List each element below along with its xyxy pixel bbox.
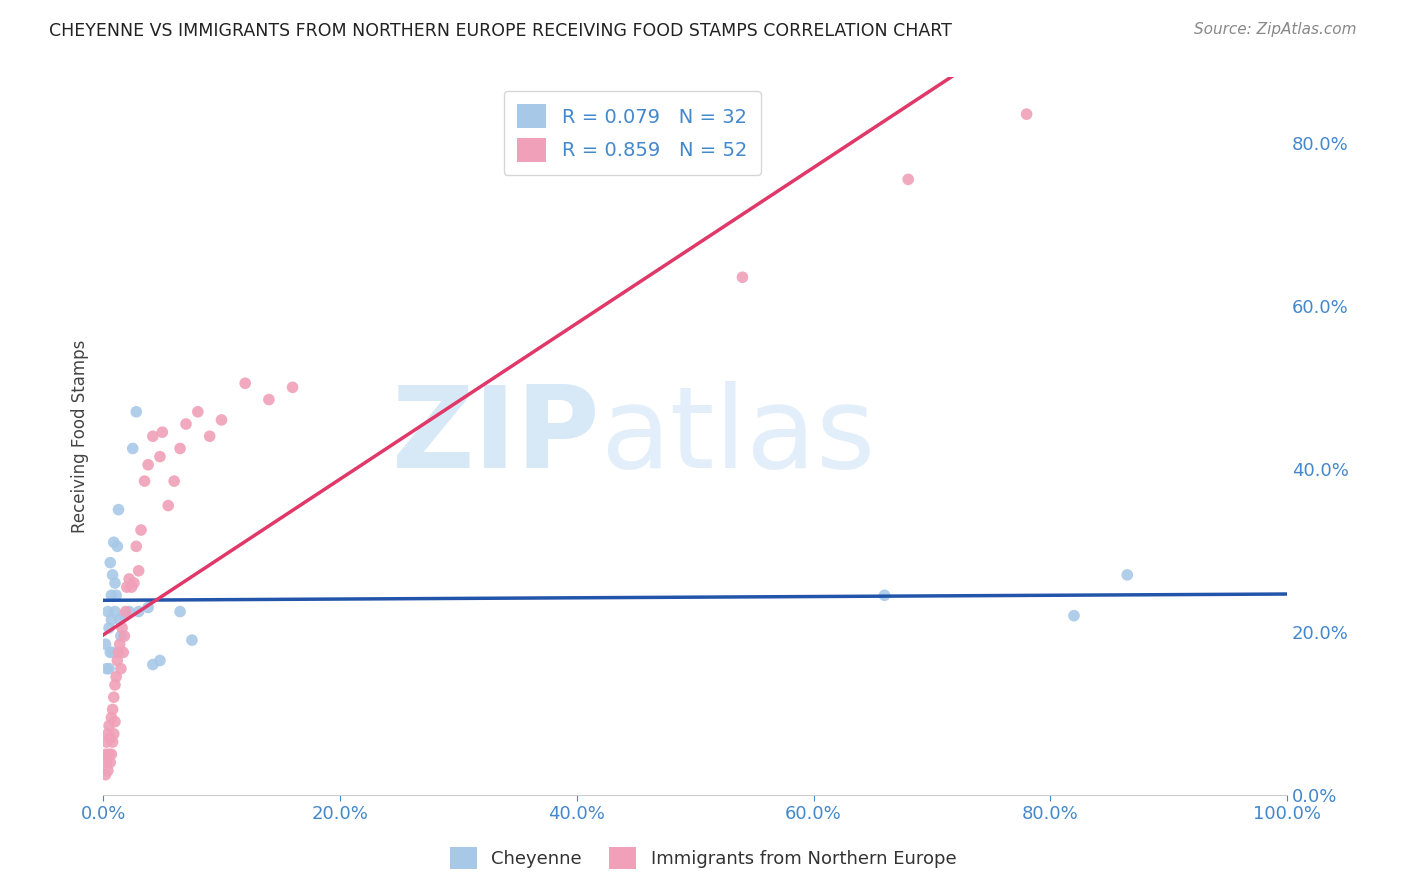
Point	[1015, 107, 1038, 121]
Point	[98, 756, 121, 770]
Point	[104, 714, 127, 729]
Point	[149, 450, 172, 464]
Point	[94, 767, 117, 781]
Point	[98, 719, 121, 733]
Point	[134, 474, 156, 488]
Point	[122, 576, 145, 591]
Point	[101, 567, 124, 582]
Point	[108, 637, 131, 651]
Point	[94, 637, 117, 651]
Point	[149, 653, 172, 667]
Text: ZIP: ZIP	[392, 381, 600, 491]
Point	[110, 629, 132, 643]
Point	[98, 621, 121, 635]
Point	[96, 756, 118, 770]
Point	[114, 608, 136, 623]
Point	[281, 380, 304, 394]
Point	[125, 539, 148, 553]
Point	[211, 413, 233, 427]
Point	[731, 270, 754, 285]
Point	[98, 747, 121, 762]
Point	[128, 605, 150, 619]
Point	[97, 727, 120, 741]
Point	[98, 662, 121, 676]
Point	[108, 613, 131, 627]
Point	[107, 645, 129, 659]
Point	[94, 747, 117, 762]
Point	[114, 629, 136, 643]
Text: atlas: atlas	[600, 381, 876, 491]
Point	[110, 662, 132, 676]
Point	[118, 572, 141, 586]
Point	[105, 653, 128, 667]
Point	[111, 621, 134, 635]
Point	[169, 442, 191, 456]
Point	[128, 564, 150, 578]
Point	[169, 605, 191, 619]
Point	[105, 588, 128, 602]
Point	[136, 600, 159, 615]
Point	[104, 605, 127, 619]
Point	[157, 499, 180, 513]
Point	[103, 727, 125, 741]
Point	[1116, 567, 1139, 582]
Point	[98, 556, 121, 570]
Point	[98, 731, 121, 745]
Point	[198, 429, 221, 443]
Text: Source: ZipAtlas.com: Source: ZipAtlas.com	[1194, 22, 1357, 37]
Legend: Cheyenne, Immigrants from Northern Europe: Cheyenne, Immigrants from Northern Europ…	[443, 839, 963, 876]
Point	[136, 458, 159, 472]
Point	[142, 429, 165, 443]
Point	[114, 605, 136, 619]
Point	[115, 580, 138, 594]
Point	[96, 735, 118, 749]
Point	[101, 702, 124, 716]
Point	[873, 588, 896, 602]
Point	[142, 657, 165, 672]
Point	[105, 670, 128, 684]
Point	[107, 502, 129, 516]
Point	[96, 662, 118, 676]
Legend: R = 0.079   N = 32, R = 0.859   N = 52: R = 0.079 N = 32, R = 0.859 N = 52	[503, 91, 761, 175]
Point	[129, 523, 152, 537]
Point	[104, 678, 127, 692]
Point	[187, 405, 209, 419]
Point	[100, 710, 122, 724]
Point	[97, 764, 120, 778]
Point	[105, 539, 128, 553]
Point	[257, 392, 280, 407]
Point	[103, 535, 125, 549]
Point	[897, 172, 920, 186]
Text: CHEYENNE VS IMMIGRANTS FROM NORTHERN EUROPE RECEIVING FOOD STAMPS CORRELATION CH: CHEYENNE VS IMMIGRANTS FROM NORTHERN EUR…	[49, 22, 952, 40]
Point	[163, 474, 186, 488]
Point	[103, 690, 125, 705]
Point	[112, 645, 135, 659]
Point	[100, 588, 122, 602]
Y-axis label: Receiving Food Stamps: Receiving Food Stamps	[72, 340, 89, 533]
Point	[121, 580, 143, 594]
Point	[1063, 608, 1085, 623]
Point	[100, 747, 122, 762]
Point	[150, 425, 173, 440]
Point	[97, 605, 120, 619]
Point	[121, 442, 143, 456]
Point	[101, 645, 124, 659]
Point	[181, 633, 204, 648]
Point	[98, 645, 121, 659]
Point	[118, 605, 141, 619]
Point	[125, 405, 148, 419]
Point	[101, 735, 124, 749]
Point	[233, 376, 256, 391]
Point	[100, 613, 122, 627]
Point	[104, 576, 127, 591]
Point	[174, 417, 197, 431]
